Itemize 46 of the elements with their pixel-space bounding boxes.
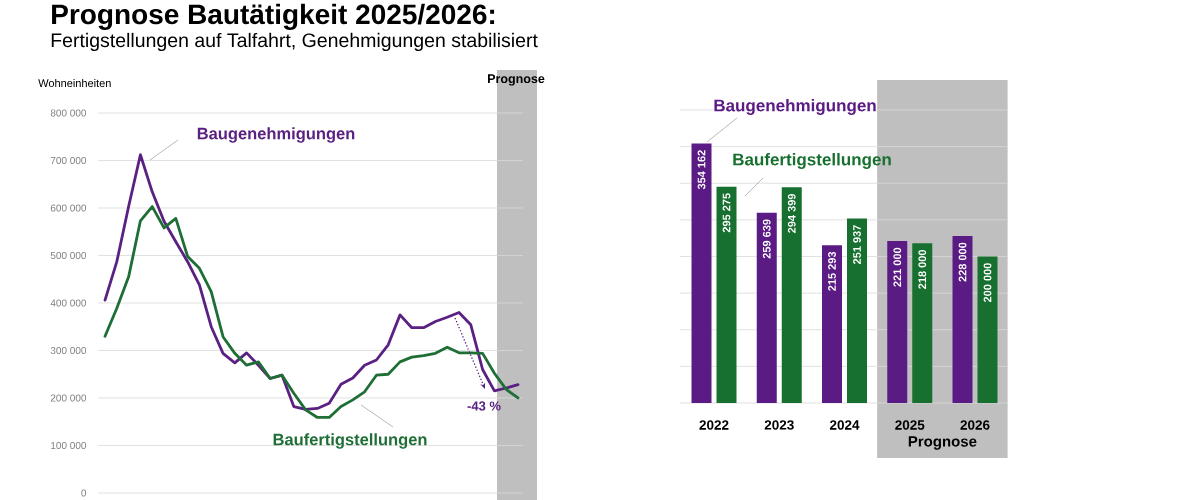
y-tick-label: 800 000 xyxy=(50,109,87,117)
y-tick-label: 400 000 xyxy=(50,299,87,307)
bar xyxy=(977,256,998,403)
y-tick-label: 700 000 xyxy=(50,156,87,165)
data-label: 294 399 xyxy=(787,193,796,233)
line-series xyxy=(103,205,520,419)
x-tick-label: 2025 xyxy=(895,420,925,430)
x-tick-label: 2026 xyxy=(960,420,990,430)
y-tick-label: 300 000 xyxy=(50,346,87,355)
bar xyxy=(691,143,712,403)
x-tick-label: 2023 xyxy=(764,420,794,430)
bar xyxy=(952,235,973,403)
bar xyxy=(716,186,737,403)
bar xyxy=(756,212,777,403)
bar xyxy=(912,243,933,403)
x-tick-label: 2022 xyxy=(699,420,729,430)
band-label: Prognose xyxy=(908,436,977,450)
bar xyxy=(822,245,843,403)
data-label: 259 639 xyxy=(762,219,771,259)
chart-subtitle: Fertigstellungen auf Talfahrt, Genehmigungen stabilisiert xyxy=(51,32,538,52)
annotation: -43 % xyxy=(467,401,501,411)
line-series xyxy=(103,153,520,411)
y-tick-label: 200 000 xyxy=(50,394,87,402)
series-label: Baugenehmigungen xyxy=(714,99,876,115)
bar xyxy=(887,241,908,403)
series-label: Baufertigstellungen xyxy=(733,153,891,169)
y-tick-label: 600 000 xyxy=(50,204,87,212)
data-label: 221 000 xyxy=(893,247,902,287)
data-label: 215 293 xyxy=(828,251,836,291)
chart-title: Prognose Bautätigkeit 2025/2026: xyxy=(52,3,495,30)
text: Baugenehmigungen xyxy=(197,127,355,143)
data-label: 218 000 xyxy=(918,249,927,289)
y-axis-title: Wohneinheiten xyxy=(38,78,111,88)
data-label: 354 162 xyxy=(697,150,706,190)
y-tick-label: 0 xyxy=(81,489,87,497)
bar xyxy=(847,218,868,403)
data-label: 295 275 xyxy=(722,193,731,233)
text: Prognose xyxy=(488,74,545,86)
y-tick-label: 100 000 xyxy=(51,441,87,450)
y-tick-label: 500 000 xyxy=(50,251,87,260)
data-label: 200 000 xyxy=(983,263,992,303)
data-label: 228 000 xyxy=(958,242,967,282)
series-label: Baufertigstellungen xyxy=(273,433,427,449)
data-label: 251 937 xyxy=(853,225,861,265)
x-tick-label: 2024 xyxy=(829,420,860,430)
bar xyxy=(781,187,802,403)
